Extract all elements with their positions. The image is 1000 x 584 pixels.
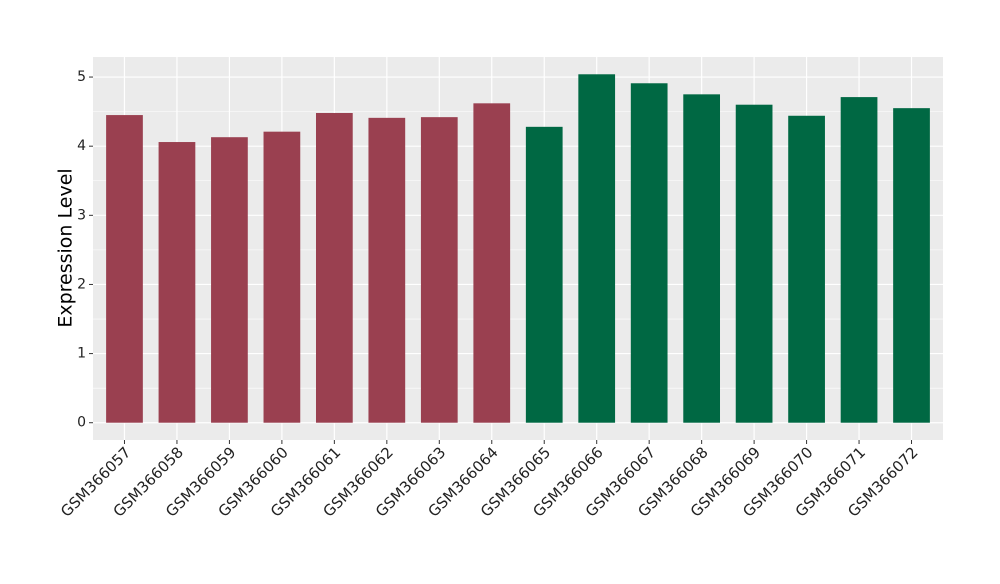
bar xyxy=(420,117,458,423)
bar xyxy=(893,108,930,423)
bar xyxy=(840,97,878,423)
bar xyxy=(788,115,825,423)
bar xyxy=(368,117,406,423)
y-tick-label: 2 xyxy=(77,276,86,292)
bar xyxy=(578,74,616,423)
bar xyxy=(525,126,563,423)
bar xyxy=(630,83,668,423)
y-tick-label: 1 xyxy=(77,346,86,362)
y-tick-label: 5 xyxy=(77,69,86,85)
bar xyxy=(263,131,301,423)
bar xyxy=(106,115,143,423)
bar xyxy=(683,94,721,423)
y-tick-label: 4 xyxy=(77,138,86,154)
y-axis-title: Expression Level xyxy=(55,168,77,327)
bar xyxy=(735,104,773,423)
y-tick-label: 0 xyxy=(77,415,86,431)
bar xyxy=(473,103,511,423)
bar xyxy=(315,112,353,423)
y-tick-label: 3 xyxy=(77,207,86,223)
bar xyxy=(211,137,248,423)
bar xyxy=(158,142,196,423)
